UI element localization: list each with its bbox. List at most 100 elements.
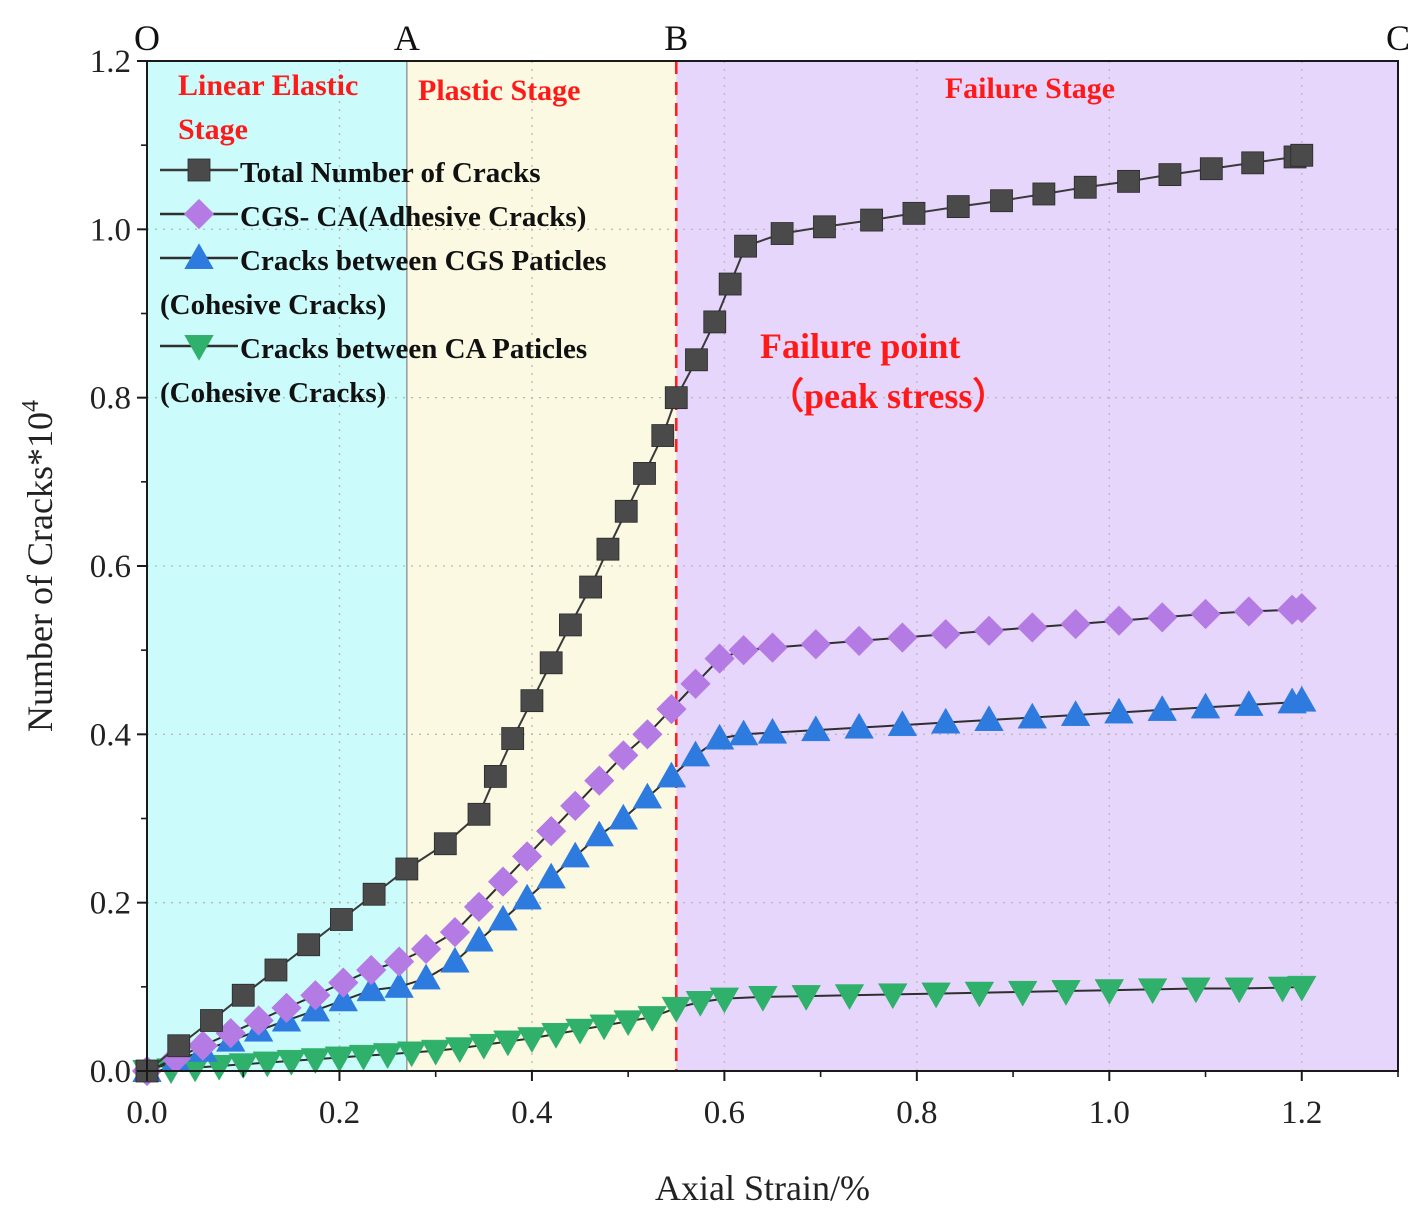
data-point [1117,169,1140,193]
data-point [467,802,491,826]
legend-label: CGS- CA(Adhesive Cracks) [240,201,586,233]
data-point [878,983,908,1010]
y-tick-label: 0.6 [90,549,131,585]
data-point [1137,978,1168,1005]
data-point [536,862,566,889]
data-point [633,462,656,485]
x-tick-label: 1.0 [1089,1095,1130,1131]
data-point [200,1009,223,1032]
data-point [501,727,525,750]
data-point [661,996,692,1023]
y-axis-title: Number of Cracks*104 [18,400,60,732]
data-point [1032,182,1056,206]
data-point [493,1030,523,1057]
data-point [439,916,471,948]
data-point [243,1005,274,1036]
stage-dividers [406,61,678,1071]
x-tick-label: 0.0 [126,1095,167,1131]
failure-point-label: Failure point [760,326,960,366]
data-point [632,719,663,750]
data-point [734,234,757,258]
stage-point-b: B [664,18,688,58]
data-point [748,985,778,1012]
data-point [384,972,414,998]
legend-label: Total Number of Cracks [240,157,540,189]
data-point [410,933,442,965]
legend-marker [187,158,211,182]
data-point [930,707,961,734]
data-point [228,1053,258,1080]
data-point [757,632,788,663]
y-tick-label: 1.0 [90,212,131,248]
y-axis-title-text: Number of Cracks*10 [20,412,60,732]
data-point [328,985,359,1012]
data-point [902,201,926,225]
data-point [356,954,387,986]
x-axis-title: Axial Strain/% [655,1168,870,1208]
data-point [990,189,1013,213]
data-point [559,613,582,637]
data-point [614,499,638,523]
data-point [589,1014,619,1041]
legend: Total Number of Cracks CGS- CA(Adhesive C… [160,157,606,409]
x-tick-label: 1.2 [1281,1095,1322,1131]
data-point [1017,612,1048,643]
data-point [300,980,331,1011]
data-point [356,975,386,1002]
data-point [420,1039,451,1066]
legend-marker [184,243,214,269]
data-point [718,272,742,296]
data-point [664,386,688,410]
data-point [539,651,563,675]
stage-point-o: O [134,18,160,58]
data-point [637,1006,667,1032]
data-point [728,719,759,746]
data-point [791,985,821,1011]
data-point [1073,175,1097,199]
data-point [973,615,1005,647]
data-point [511,841,543,872]
data-point [276,1049,307,1076]
legend-label: Cracks between CA Paticles [240,333,587,365]
data-point [372,1043,403,1069]
data-point [608,740,639,771]
legend-label: (Cohesive Cracks) [160,289,386,321]
data-point [651,424,675,447]
y-axis-title-superscript: 4 [18,400,44,412]
data-point [703,310,727,334]
data-point [463,891,495,923]
data-point [252,1051,283,1078]
legend-marker [183,198,215,230]
series-line [146,154,1303,1072]
y-tick-label: 0.4 [90,717,131,753]
data-point [1051,980,1081,1006]
data-point [1234,690,1264,716]
data-point [362,882,386,906]
data-point [483,765,507,788]
axes: 0.0 0.2 0.4 0.6 0.8 1.0 1.2 0.0 0.2 0.4 0.6 0.8 1.0 1… [90,44,1399,1131]
data-point [541,1022,571,1049]
data-point [1060,700,1091,726]
stage-band-3 [676,61,1398,1071]
series-layer [131,143,1317,1087]
data-point [520,689,544,713]
data-point [1241,151,1265,175]
data-point [187,1030,219,1061]
data-point [1199,157,1223,181]
data-point [608,803,639,830]
data-point [560,841,590,868]
data-point [1287,975,1317,1002]
data-point [921,982,951,1009]
data-point [1233,596,1265,627]
data-point [632,782,663,809]
y-tick-label: 0.8 [90,381,131,417]
data-point [464,925,494,952]
stage-label-2: Plastic Stage [418,74,580,107]
data-point [1158,163,1182,187]
legend-label: (Cohesive Cracks) [160,377,386,409]
stage-point-c: C [1386,18,1410,58]
data-point [964,981,995,1008]
legend-label: Cracks between CGS Paticles [240,245,606,277]
data-point [411,963,441,990]
